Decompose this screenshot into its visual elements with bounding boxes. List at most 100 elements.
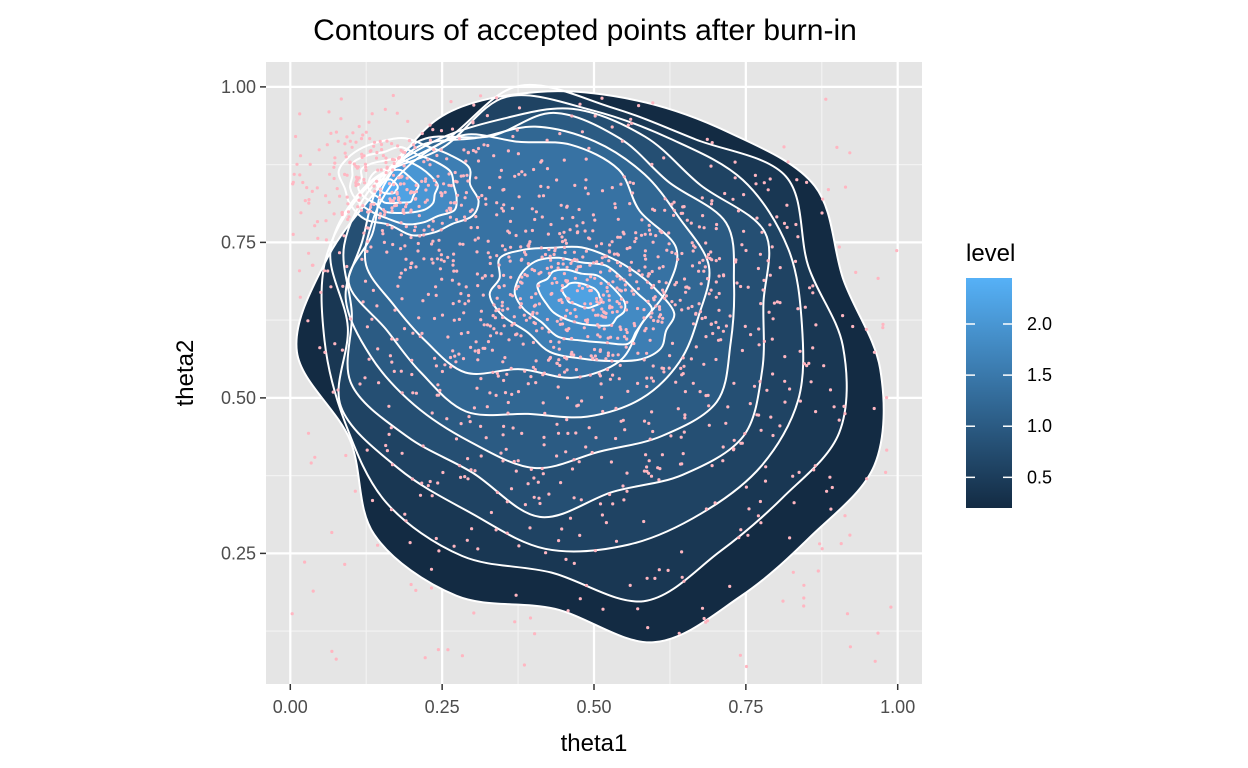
sample-point <box>807 361 811 365</box>
sample-point <box>454 218 459 222</box>
sample-point <box>294 134 298 139</box>
sample-point <box>346 210 351 214</box>
sample-point <box>467 299 471 303</box>
sample-point <box>818 542 822 546</box>
sample-point <box>342 234 346 238</box>
sample-point <box>529 467 533 471</box>
sample-point <box>492 327 496 331</box>
sample-point <box>766 188 770 192</box>
sample-point <box>613 206 618 210</box>
sample-point <box>532 321 536 325</box>
sample-point <box>721 445 725 449</box>
sample-point <box>685 218 689 222</box>
sample-point <box>642 316 646 320</box>
sample-point <box>570 336 574 341</box>
sample-point <box>518 297 523 301</box>
sample-point <box>464 285 468 289</box>
sample-point <box>417 214 421 218</box>
sample-point <box>681 356 685 360</box>
sample-point <box>649 474 654 478</box>
sample-point <box>524 253 528 257</box>
sample-point <box>307 198 311 202</box>
sample-point <box>802 583 806 587</box>
sample-point <box>400 451 404 455</box>
sample-point <box>501 308 505 312</box>
sample-point <box>363 279 368 283</box>
sample-point <box>895 249 899 253</box>
sample-point <box>387 404 391 408</box>
x-tick-label: 0.00 <box>273 697 308 717</box>
sample-point <box>434 285 438 289</box>
sample-point <box>771 433 775 438</box>
sample-point <box>679 366 683 370</box>
sample-point <box>369 209 373 213</box>
sample-point <box>825 489 829 493</box>
sample-point <box>449 100 453 104</box>
sample-point <box>663 197 667 201</box>
sample-point <box>549 258 553 262</box>
sample-point <box>577 460 581 464</box>
sample-point <box>497 307 501 311</box>
sample-point <box>353 489 357 493</box>
sample-point <box>622 175 626 179</box>
sample-point <box>397 195 401 200</box>
sample-point <box>593 276 597 280</box>
x-tick-label: 0.50 <box>576 697 611 717</box>
sample-point <box>698 310 703 314</box>
sample-point <box>881 322 885 326</box>
sample-point <box>391 173 396 177</box>
sample-point <box>502 273 506 277</box>
sample-point <box>430 411 434 415</box>
sample-point <box>439 228 443 232</box>
sample-point <box>670 202 674 206</box>
sample-point <box>809 380 813 384</box>
sample-point <box>835 145 839 149</box>
sample-point <box>600 307 604 311</box>
sample-point <box>785 203 789 207</box>
sample-point <box>565 396 570 400</box>
sample-point <box>645 384 649 389</box>
sample-point <box>481 293 485 297</box>
sample-point <box>427 224 431 228</box>
sample-point <box>366 239 370 243</box>
sample-point <box>643 249 648 253</box>
sample-point <box>517 106 522 110</box>
sample-point <box>411 331 415 335</box>
sample-point <box>378 187 382 191</box>
sample-point <box>618 264 623 268</box>
sample-point <box>611 353 615 357</box>
sample-point <box>791 474 795 478</box>
sample-point <box>654 304 658 308</box>
sample-point <box>580 130 585 134</box>
sample-point <box>451 349 455 353</box>
sample-point <box>299 211 303 215</box>
sample-point <box>448 215 452 219</box>
sample-point <box>459 475 463 479</box>
sample-point <box>492 154 496 158</box>
sample-point <box>587 236 591 240</box>
sample-point <box>636 287 641 291</box>
sample-point <box>702 362 706 366</box>
sample-point <box>435 257 439 261</box>
sample-point <box>842 404 846 408</box>
sample-point <box>598 348 603 352</box>
sample-point <box>409 210 413 214</box>
sample-point <box>358 193 362 197</box>
sample-point <box>421 444 425 448</box>
sample-point <box>495 296 499 300</box>
sample-point <box>759 302 763 306</box>
sample-point <box>608 243 612 247</box>
contour-line <box>337 137 480 237</box>
sample-point <box>381 232 385 236</box>
sample-point <box>614 406 618 410</box>
sample-point <box>873 659 877 663</box>
sample-point <box>649 376 654 380</box>
sample-point <box>742 229 746 233</box>
sample-point <box>612 252 617 256</box>
sample-point <box>452 201 456 205</box>
sample-point <box>775 300 780 304</box>
sample-point <box>291 232 295 236</box>
sample-point <box>686 306 690 310</box>
sample-point <box>872 406 876 411</box>
sample-point <box>611 502 615 506</box>
